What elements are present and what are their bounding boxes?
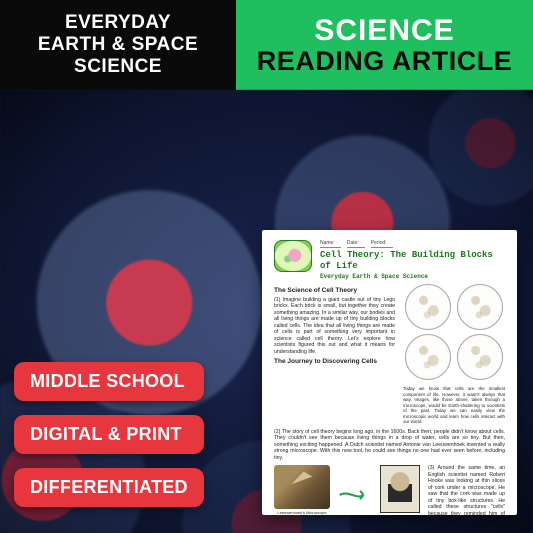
meta-date: Date: <box>347 240 365 248</box>
microscope-image-4 <box>457 334 503 380</box>
sheet-lower: (2) The story of cell theory begins long… <box>274 429 505 515</box>
section-heading-1: The Science of Cell Theory <box>274 287 395 295</box>
sheet-title: Cell Theory: The Building Blocks of Life <box>320 250 505 271</box>
product-cover: EVERYDAY EARTH & SPACE SCIENCE SCIENCE R… <box>0 0 533 533</box>
badge-differentiated: DIFFERENTIATED <box>14 468 204 507</box>
scientist-portrait-icon <box>380 465 420 513</box>
microscope-drawing-icon <box>274 465 330 509</box>
paragraph-2: (2) The story of cell theory begins long… <box>274 429 505 462</box>
header-left-line2: EARTH & SPACE <box>38 34 198 56</box>
sheet-lower-row: Leeuwenhoek's Microscope (3) Around the … <box>274 465 505 515</box>
microscope-label: Leeuwenhoek's Microscope <box>274 510 330 515</box>
cell-diagram-icon <box>274 240 312 272</box>
meta-period: Period: <box>371 240 393 248</box>
sheet-subtitle: Everyday Earth & Space Science <box>320 273 505 281</box>
badge-digital-print: DIGITAL & PRINT <box>14 415 204 454</box>
paragraph-3: (3) Around the same time, an English sci… <box>428 465 505 515</box>
header-left-line3: SCIENCE <box>74 56 162 78</box>
header-row: EVERYDAY EARTH & SPACE SCIENCE SCIENCE R… <box>0 0 533 90</box>
meta-name: Name: <box>320 240 341 248</box>
microscope-image-2 <box>457 284 503 330</box>
sheet-meta-row: Name: Date: Period: <box>320 240 505 248</box>
microscope-row-1 <box>405 284 503 330</box>
sheet-title-block: Name: Date: Period: Cell Theory: The Bui… <box>320 240 505 280</box>
header-left-panel: EVERYDAY EARTH & SPACE SCIENCE <box>0 0 236 90</box>
sheet-left-column: The Science of Cell Theory (1) Imagine b… <box>274 284 395 425</box>
sheet-body: The Science of Cell Theory (1) Imagine b… <box>274 284 505 425</box>
microscope-row-2 <box>405 334 503 380</box>
sheet-header: Name: Date: Period: Cell Theory: The Bui… <box>274 240 505 280</box>
image-caption: Today we know that cells are the smalles… <box>403 386 505 425</box>
microscope-image-1 <box>405 284 451 330</box>
paragraph-1: (1) Imagine building a giant castle out … <box>274 297 395 356</box>
header-right-panel: SCIENCE READING ARTICLE <box>236 0 533 90</box>
header-right-top: SCIENCE <box>314 15 454 47</box>
badge-stack: MIDDLE SCHOOL DIGITAL & PRINT DIFFERENTI… <box>14 362 204 507</box>
arrow-icon <box>338 488 372 502</box>
worksheet-preview: Name: Date: Period: Cell Theory: The Bui… <box>262 230 517 515</box>
badge-middle-school: MIDDLE SCHOOL <box>14 362 204 401</box>
header-left-line1: EVERYDAY <box>65 12 171 34</box>
section-heading-2: The Journey to Discovering Cells <box>274 358 395 366</box>
sheet-right-column: Today we know that cells are the smalles… <box>403 284 505 425</box>
header-right-bottom: READING ARTICLE <box>257 47 513 75</box>
microscope-image-3 <box>405 334 451 380</box>
microscope-figure: Leeuwenhoek's Microscope <box>274 465 330 515</box>
